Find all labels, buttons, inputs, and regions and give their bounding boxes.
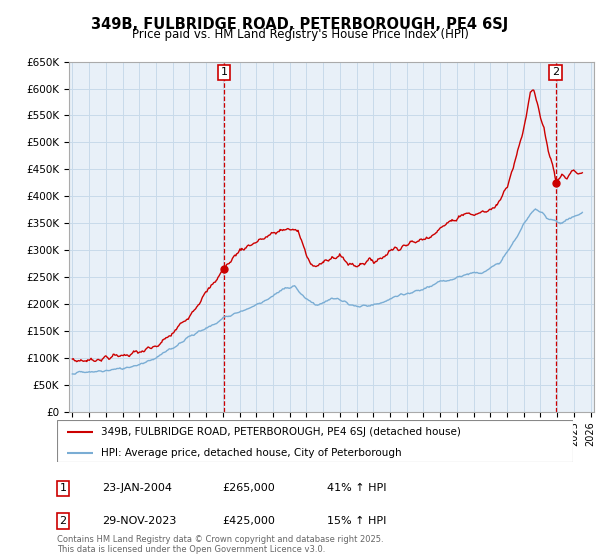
Text: 2: 2 xyxy=(59,516,67,526)
Text: 23-JAN-2004: 23-JAN-2004 xyxy=(102,483,172,493)
Text: 349B, FULBRIDGE ROAD, PETERBOROUGH, PE4 6SJ (detached house): 349B, FULBRIDGE ROAD, PETERBOROUGH, PE4 … xyxy=(101,427,461,437)
Text: Price paid vs. HM Land Registry's House Price Index (HPI): Price paid vs. HM Land Registry's House … xyxy=(131,28,469,41)
Text: 1: 1 xyxy=(59,483,67,493)
Text: Contains HM Land Registry data © Crown copyright and database right 2025.
This d: Contains HM Land Registry data © Crown c… xyxy=(57,535,383,554)
Text: 1: 1 xyxy=(220,67,227,77)
Text: 29-NOV-2023: 29-NOV-2023 xyxy=(102,516,176,526)
Text: 15% ↑ HPI: 15% ↑ HPI xyxy=(327,516,386,526)
Text: 349B, FULBRIDGE ROAD, PETERBOROUGH, PE4 6SJ: 349B, FULBRIDGE ROAD, PETERBOROUGH, PE4 … xyxy=(91,17,509,32)
Text: £425,000: £425,000 xyxy=(222,516,275,526)
Text: £265,000: £265,000 xyxy=(222,483,275,493)
Text: 2: 2 xyxy=(552,67,559,77)
Text: HPI: Average price, detached house, City of Peterborough: HPI: Average price, detached house, City… xyxy=(101,448,401,458)
Text: 41% ↑ HPI: 41% ↑ HPI xyxy=(327,483,386,493)
